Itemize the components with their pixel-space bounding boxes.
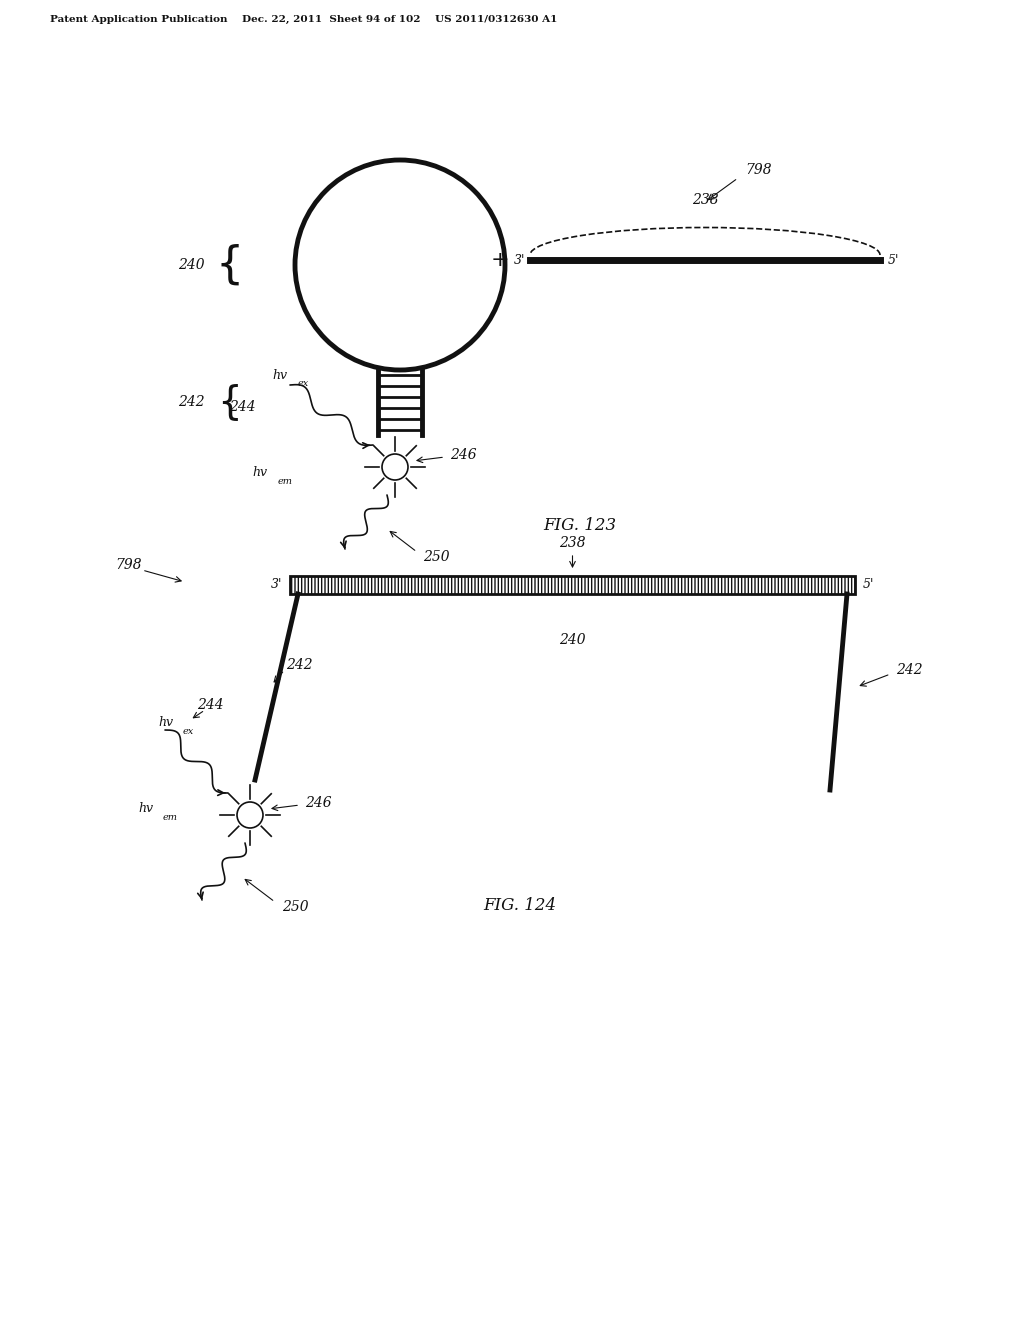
Text: ex: ex	[298, 379, 309, 388]
Text: hv: hv	[158, 715, 173, 729]
Text: 242: 242	[896, 663, 923, 677]
Text: 5': 5'	[863, 578, 874, 591]
Text: 244: 244	[228, 400, 255, 414]
Text: 246: 246	[305, 796, 332, 810]
Text: 242: 242	[178, 396, 205, 409]
Text: 240: 240	[178, 257, 205, 272]
Bar	[290, 576, 855, 594]
Text: +: +	[490, 249, 509, 271]
Text: em: em	[278, 478, 293, 487]
Text: hv: hv	[138, 801, 154, 814]
Text: 246: 246	[450, 447, 476, 462]
Text: Patent Application Publication    Dec. 22, 2011  Sheet 94 of 102    US 2011/0312: Patent Application Publication Dec. 22, …	[50, 15, 557, 24]
Text: FIG. 123: FIG. 123	[544, 516, 616, 533]
Text: 250: 250	[282, 900, 308, 913]
Text: 238: 238	[691, 193, 718, 207]
Text: {: {	[218, 384, 243, 421]
Text: 5': 5'	[888, 253, 899, 267]
Text: 242: 242	[287, 657, 313, 672]
Text: ex: ex	[183, 726, 195, 735]
Text: 3': 3'	[270, 578, 282, 591]
Text: 238: 238	[559, 536, 586, 550]
Text: 240: 240	[559, 634, 586, 647]
Text: hv: hv	[252, 466, 267, 479]
Text: 798: 798	[115, 558, 141, 572]
Text: 250: 250	[423, 550, 450, 564]
Text: 3': 3'	[514, 253, 525, 267]
Text: FIG. 124: FIG. 124	[483, 896, 557, 913]
Text: em: em	[163, 813, 178, 822]
Text: 798: 798	[745, 162, 772, 177]
Text: 244: 244	[197, 698, 223, 711]
Text: {: {	[216, 243, 244, 286]
Text: hv: hv	[272, 368, 287, 381]
